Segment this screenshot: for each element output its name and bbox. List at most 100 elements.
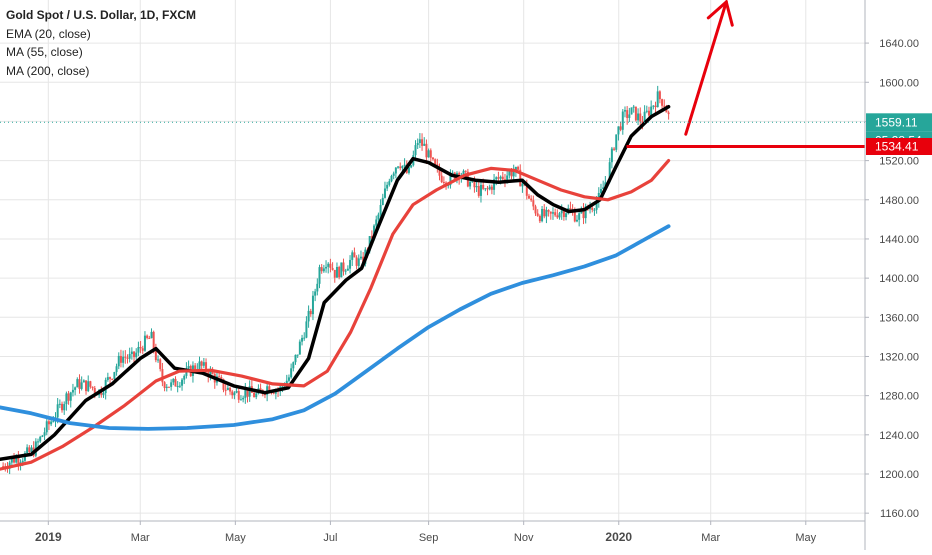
- candle-body: [390, 175, 393, 182]
- indicator-ma-200[interactable]: MA (200, close): [6, 63, 90, 78]
- candle-body: [209, 369, 212, 377]
- candle-body: [388, 181, 391, 185]
- candle-body: [239, 399, 242, 401]
- candle-body: [139, 347, 142, 349]
- candle-body: [109, 377, 112, 379]
- candle-body: [589, 207, 592, 210]
- candle-body: [69, 392, 72, 401]
- last-price-badge-bg: [866, 113, 932, 132]
- indicator-ma-55[interactable]: MA (55, close): [6, 45, 83, 59]
- candle-body: [530, 198, 533, 201]
- level-badge[interactable]: 1534.41: [866, 137, 932, 155]
- price-tick-label: 1640.00: [879, 38, 919, 50]
- chart-title[interactable]: Gold Spot / U.S. Dollar, 1D, FXCM: [6, 8, 197, 22]
- candle-body: [50, 421, 53, 425]
- candle-body: [525, 183, 528, 196]
- candle-body: [497, 177, 500, 179]
- candle-body: [165, 386, 168, 388]
- last-price-badge[interactable]: 1559.11: [866, 113, 932, 132]
- candle-body: [338, 266, 341, 278]
- series-line-0[interactable]: [0, 104, 671, 462]
- candle-body: [15, 457, 18, 463]
- candle-body: [486, 188, 489, 190]
- candle-body: [560, 210, 563, 214]
- candle-body: [89, 381, 92, 387]
- candle-body: [469, 181, 472, 187]
- candle-body: [656, 91, 659, 108]
- candle-body: [414, 145, 417, 156]
- price-tick-label: 1480.00: [879, 195, 919, 207]
- series-line-2[interactable]: [0, 224, 671, 431]
- series-line-1[interactable]: [0, 159, 671, 471]
- candle-body: [143, 335, 146, 351]
- candle-body: [235, 391, 238, 393]
- candle-body: [383, 188, 386, 198]
- candle-body: [172, 378, 175, 383]
- time-axis[interactable]: 2019 Mar May Jul Sep Nov 2020 Mar May: [35, 521, 817, 544]
- candle-body: [93, 388, 96, 393]
- candle-body: [63, 404, 66, 411]
- up-arrow-head[interactable]: [706, 0, 734, 27]
- candle-body: [536, 213, 539, 216]
- annotation-layer: [0, 0, 865, 148]
- level-badge-bg: [866, 137, 932, 155]
- candle-body: [667, 112, 670, 115]
- candle-body: [381, 197, 384, 206]
- candle-body: [547, 210, 550, 212]
- candle-body: [161, 369, 164, 383]
- candle-body: [650, 106, 653, 116]
- candle-body: [309, 310, 312, 315]
- candle-body: [351, 252, 354, 260]
- candle-body: [610, 148, 613, 163]
- candle-body: [342, 262, 345, 272]
- candle-body: [56, 404, 59, 418]
- price-tick-label: 1240.00: [879, 430, 919, 442]
- candle-body: [141, 348, 144, 351]
- candle-body: [623, 110, 626, 112]
- candle-body: [268, 386, 271, 393]
- candle-body: [28, 447, 31, 452]
- price-axis[interactable]: 1640.001600.001560.001520.001480.001440.…: [865, 38, 919, 520]
- candle-body: [615, 134, 618, 150]
- candle-body: [475, 186, 478, 188]
- candle-body: [58, 403, 61, 405]
- candle-body: [377, 214, 380, 220]
- candle-body: [488, 186, 491, 190]
- candle-body: [434, 159, 437, 165]
- indicator-ema-20[interactable]: EMA (20, close): [6, 26, 91, 41]
- price-tick-label: 1320.00: [879, 351, 919, 363]
- candle-body: [626, 110, 629, 118]
- chart-legend: Gold Spot / U.S. Dollar, 1D, FXCM EMA (2…: [6, 6, 196, 80]
- candle-body: [442, 181, 445, 183]
- candle-body: [661, 99, 664, 106]
- candle-body: [292, 362, 295, 369]
- candle-body: [174, 378, 177, 387]
- candle-body: [187, 366, 190, 369]
- candle-body: [493, 179, 496, 190]
- candle-body: [521, 183, 524, 187]
- price-tick-label: 1360.00: [879, 312, 919, 324]
- chart-background: [0, 0, 865, 521]
- candle-body: [582, 209, 585, 219]
- candle-body: [133, 351, 136, 358]
- candle-body: [551, 212, 554, 214]
- candle-body: [543, 209, 546, 217]
- candle-body: [74, 387, 77, 390]
- series-layer: [0, 104, 671, 471]
- candle-body: [451, 172, 454, 174]
- candle-body: [556, 215, 559, 218]
- candle-body: [595, 201, 598, 210]
- up-arrow-shaft[interactable]: [684, 0, 728, 136]
- candle-body: [124, 356, 127, 358]
- candle-body: [13, 457, 16, 463]
- candle-body: [370, 236, 373, 239]
- candle-body: [316, 283, 319, 292]
- candle-body: [45, 421, 48, 433]
- candle-body: [135, 352, 138, 358]
- candle-body: [224, 389, 227, 391]
- candle-body: [106, 377, 109, 380]
- candle-body: [296, 354, 299, 356]
- candle-body: [41, 435, 44, 437]
